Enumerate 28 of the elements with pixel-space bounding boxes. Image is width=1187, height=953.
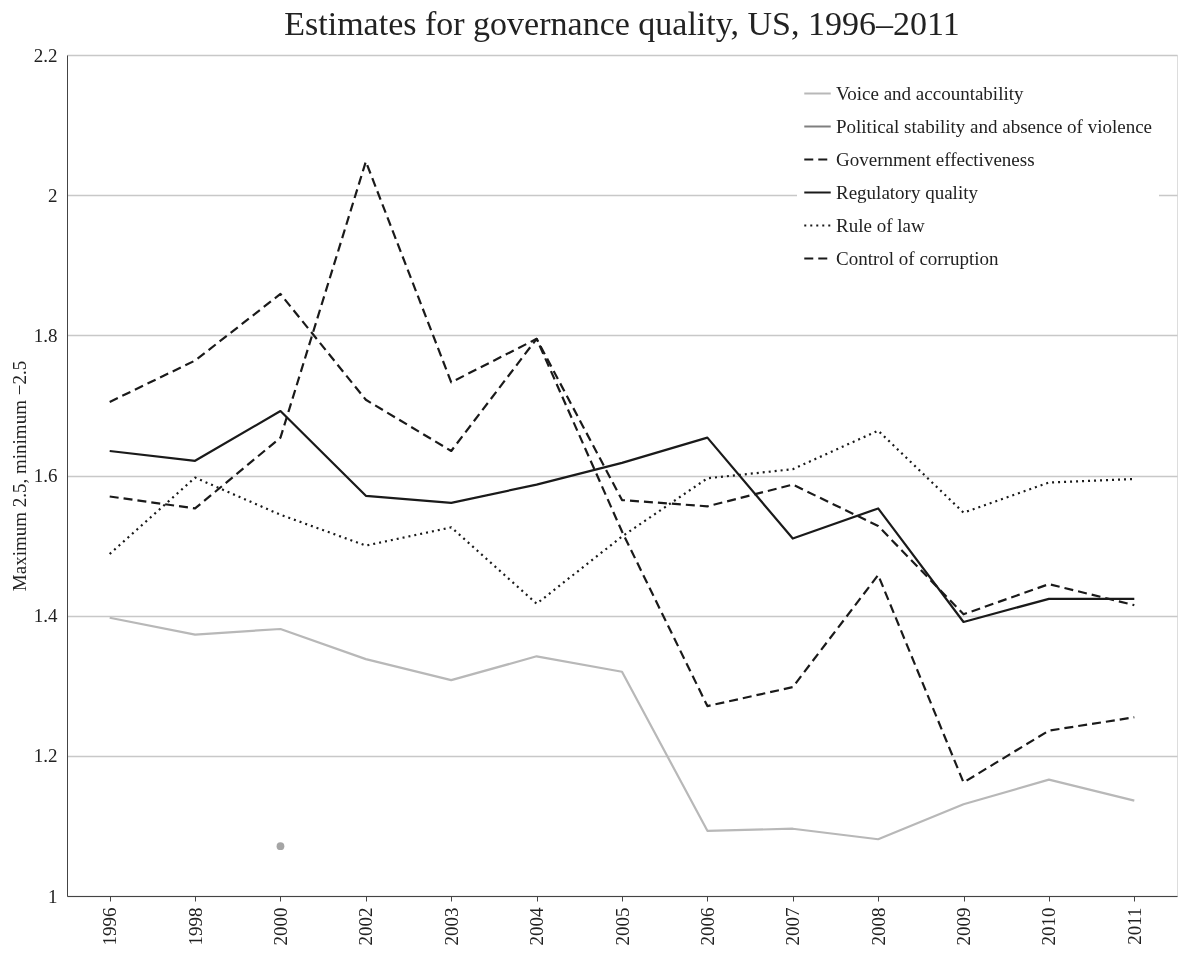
legend-label: Rule of law <box>836 214 925 236</box>
y-tick-label: 1.8 <box>33 324 58 346</box>
x-tick-label: 2009 <box>953 907 975 946</box>
y-tick-label: 1.6 <box>33 465 58 486</box>
legend-label: Political stability and absence of violence <box>836 115 1153 137</box>
x-tick-label: 1996 <box>99 907 121 946</box>
legend-label: Control of corruption <box>836 247 1000 269</box>
x-tick-label: 2011 <box>1123 907 1145 945</box>
y-tick-label: 1 <box>48 885 58 907</box>
y-tick-label: 1.4 <box>33 605 58 627</box>
y-tick-label: 2 <box>48 184 58 206</box>
x-tick-label: 2010 <box>1038 907 1060 946</box>
legend-label: Voice and accountability <box>836 82 1024 104</box>
legend-label: Government effectiveness <box>836 148 1035 170</box>
x-tick-label: 2005 <box>611 907 633 946</box>
x-tick-label: 2006 <box>696 907 718 946</box>
x-tick-label: 2008 <box>867 907 889 946</box>
legend-label: Regulatory quality <box>836 181 979 203</box>
y-axis-title: Maximum 2.5, minimum −2.5 <box>8 360 30 592</box>
x-tick-label: 2007 <box>782 907 804 946</box>
x-tick-label: 1998 <box>184 907 206 946</box>
y-tick-label: 1.2 <box>33 745 58 767</box>
x-tick-label: 2002 <box>355 907 377 946</box>
x-tick-label: 2000 <box>269 907 291 946</box>
x-tick-label: 2004 <box>526 907 548 946</box>
x-tick-label: 2003 <box>440 907 462 946</box>
y-tick-label: 2.2 <box>33 44 58 66</box>
chart-title: Estimates for governance quality, US, 1996–2011 <box>284 5 960 42</box>
